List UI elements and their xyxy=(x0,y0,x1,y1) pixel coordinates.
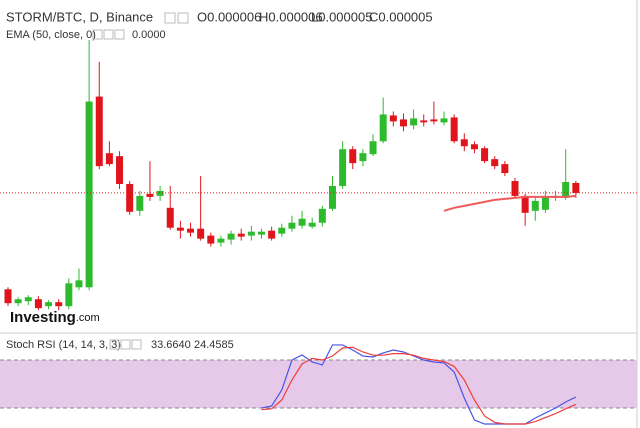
candle-body xyxy=(237,233,245,237)
ema-label: EMA (50, close, 0) xyxy=(6,29,96,41)
candle-body xyxy=(399,119,407,127)
candle-body xyxy=(116,156,124,184)
candle-body xyxy=(227,233,235,240)
candle-body xyxy=(521,195,529,213)
candle-body xyxy=(389,115,397,122)
candle-body xyxy=(318,208,326,223)
candle-body xyxy=(501,164,509,174)
ema-value: 0.0000 xyxy=(132,29,166,41)
stoch-icons[interactable] xyxy=(109,339,142,350)
candle-body xyxy=(14,299,22,304)
candle-body xyxy=(24,297,32,302)
candle-body xyxy=(105,153,113,165)
stoch-k-value: 33.6640 xyxy=(151,339,191,351)
candle-body xyxy=(481,148,489,162)
candle-body xyxy=(247,231,255,236)
candle-body xyxy=(95,96,103,167)
candle-body xyxy=(126,183,134,212)
candle-body xyxy=(288,222,296,229)
candle-body xyxy=(369,141,377,155)
candle-body xyxy=(470,144,478,150)
candle-body xyxy=(268,230,276,239)
logo-suffix: .com xyxy=(76,312,100,324)
candle-body xyxy=(207,235,215,244)
candle-body xyxy=(258,231,265,235)
candle-body xyxy=(166,207,174,228)
candle-body xyxy=(65,283,73,307)
candle-body xyxy=(491,159,499,167)
close-label: C0.000005 xyxy=(369,9,433,24)
ema-line xyxy=(443,194,576,212)
high-label: H0.000006 xyxy=(259,9,323,24)
logo: Investing.com xyxy=(10,309,100,326)
candle-body xyxy=(146,193,154,197)
logo-brand: Investing xyxy=(10,309,76,326)
candle-body xyxy=(420,120,428,123)
candle-body xyxy=(176,227,184,231)
candle-body xyxy=(136,195,144,211)
candle-body xyxy=(410,118,418,126)
candle-body xyxy=(298,218,306,226)
candle-body xyxy=(197,228,205,239)
candle-body xyxy=(308,222,316,227)
candle-body xyxy=(349,149,357,164)
stoch-d-value: 24.4585 xyxy=(194,339,234,351)
candle-body xyxy=(85,101,93,288)
candle-body xyxy=(156,190,164,196)
candle-body xyxy=(187,228,195,233)
candle-body xyxy=(75,280,83,288)
chart-title: STORM/BTC, D, Binance xyxy=(6,9,153,24)
candle-body xyxy=(34,299,42,309)
candle-body xyxy=(217,238,225,243)
candle-body xyxy=(328,185,336,209)
low-label: L0.000005 xyxy=(311,9,372,24)
candle-body xyxy=(278,227,286,234)
candle-body xyxy=(450,117,458,142)
stoch-title: Stoch RSI (14, 14, 3, 3) xyxy=(6,339,121,351)
candle-body xyxy=(562,182,570,198)
candle-body xyxy=(339,149,347,186)
candle-body xyxy=(572,182,580,193)
stoch-line xyxy=(261,346,577,425)
candle-body xyxy=(45,302,53,307)
candle-body xyxy=(511,181,519,196)
candle-body xyxy=(359,153,367,162)
candle-body xyxy=(440,118,448,123)
ema-icons[interactable] xyxy=(92,29,125,40)
candle-body xyxy=(379,114,387,142)
band xyxy=(0,360,637,408)
candle-body xyxy=(4,289,12,304)
candle-body xyxy=(460,139,468,147)
candle-body xyxy=(531,200,539,211)
open-label: O0.000006 xyxy=(197,9,261,24)
candle-body xyxy=(55,302,63,307)
candle-body xyxy=(430,119,438,122)
title-icons[interactable] xyxy=(164,12,189,24)
candle-body xyxy=(541,196,549,210)
